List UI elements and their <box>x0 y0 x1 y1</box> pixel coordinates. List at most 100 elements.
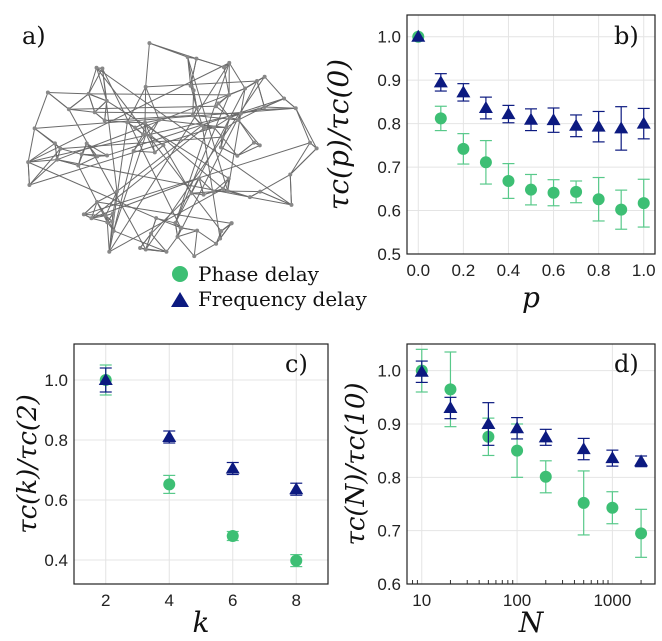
chart-c-frequency-point <box>225 461 240 474</box>
network-edge <box>237 142 255 157</box>
network-edge <box>166 236 178 253</box>
chart-d-ytick-label: 0.8 <box>377 468 401 487</box>
chart-d-frequency-point <box>634 454 649 467</box>
network-edge <box>174 94 230 224</box>
network-edge <box>238 119 261 146</box>
network-edge <box>192 114 239 121</box>
network-node <box>212 125 217 130</box>
network-edge <box>190 58 197 86</box>
network-edge <box>91 127 205 219</box>
network-node <box>111 228 116 233</box>
chart-c-frequency-point <box>289 482 304 495</box>
network-node <box>251 140 256 145</box>
network-node <box>220 135 225 140</box>
network-edge <box>34 127 61 149</box>
chart-b-frequency-point <box>546 113 561 126</box>
chart-b-ytick-label: 0.5 <box>377 245 401 264</box>
chart-c-xtick-label: 8 <box>292 591 301 610</box>
network-edge <box>29 159 58 186</box>
network-edge <box>139 233 152 249</box>
network-edge <box>150 218 157 234</box>
network-node <box>144 132 149 137</box>
chart-d-phase-point <box>577 496 590 509</box>
chart-b-phase-point <box>615 203 628 216</box>
chart-c: 0.4 0.6 0.8 1.0 2 4 6 8 k τc(k)/τc(2) <box>13 343 329 639</box>
network-edge <box>289 148 317 175</box>
network-edge <box>259 174 291 193</box>
legend-frequency-marker <box>171 292 189 307</box>
network-edge <box>144 119 160 124</box>
chart-b-phase-point <box>457 142 470 155</box>
network-edge <box>190 177 200 194</box>
network-node <box>179 225 184 230</box>
chart-b-frequency-point <box>433 75 448 88</box>
network-edge <box>283 98 297 109</box>
chart-d-frame <box>406 343 656 585</box>
network-node <box>288 172 293 177</box>
network-node <box>131 149 136 154</box>
chart-c-frequency-point <box>162 430 177 442</box>
network-edge <box>91 217 108 223</box>
network-edge <box>96 67 292 206</box>
network-edge <box>29 148 61 186</box>
network-node <box>236 117 241 122</box>
chart-b-xtick-label: 0.4 <box>497 261 521 280</box>
network-edge <box>256 80 265 108</box>
network-node <box>138 245 143 250</box>
chart-d-xlabel: N <box>518 606 545 639</box>
network-node <box>52 141 57 146</box>
network-edge <box>213 116 231 128</box>
network-node <box>227 115 232 120</box>
network-node <box>289 202 294 207</box>
chart-c-frequency-point <box>98 373 113 385</box>
network-edge <box>68 108 147 250</box>
network-edge <box>106 100 230 179</box>
network-edge <box>228 62 246 89</box>
network-edge <box>28 159 58 163</box>
network-edge <box>96 191 118 203</box>
network-node <box>194 106 199 111</box>
network-edge <box>68 108 95 113</box>
network-node <box>79 152 84 157</box>
network-node <box>247 195 252 200</box>
network-node <box>105 153 110 158</box>
network-edge <box>227 88 246 192</box>
chart-b-phase-point <box>434 112 447 125</box>
network-node <box>95 154 100 159</box>
network-node <box>238 111 243 116</box>
network-edge <box>249 196 292 206</box>
legend-phase-label: Phase delay <box>198 262 320 286</box>
network-edge <box>94 111 241 115</box>
network-node <box>45 90 50 95</box>
network-edge <box>34 107 296 129</box>
network-edge <box>145 80 258 88</box>
network-node <box>110 219 115 224</box>
network-node <box>94 65 99 70</box>
chart-d-frequency-point <box>605 451 620 464</box>
chart-d-xtick-label: 10 <box>412 591 431 610</box>
network-edge <box>88 93 107 102</box>
network-node <box>282 96 287 101</box>
network-edge <box>94 100 108 113</box>
network-edge <box>219 223 232 239</box>
chart-b-frequency-point <box>524 112 538 125</box>
chart-b-xtick-label: 1.0 <box>632 261 656 280</box>
network-edge <box>101 68 118 192</box>
network-node <box>195 228 200 233</box>
network-edge <box>145 233 152 250</box>
network-node <box>81 212 86 217</box>
network-edge <box>259 191 292 206</box>
network-node <box>133 125 138 130</box>
chart-d-xtick-label: 100 <box>503 591 531 610</box>
network-edge <box>144 122 224 190</box>
network-node <box>225 189 230 194</box>
network-node <box>219 229 224 234</box>
chart-c-frame <box>73 343 329 585</box>
chart-b-xtick-label: 0.0 <box>406 261 430 280</box>
network-node <box>190 113 195 118</box>
network-node <box>218 236 223 241</box>
network-panel <box>26 41 319 259</box>
network-node <box>211 189 216 194</box>
network-node <box>104 98 109 103</box>
legend-frequency-label: Frequency delay <box>198 287 367 311</box>
